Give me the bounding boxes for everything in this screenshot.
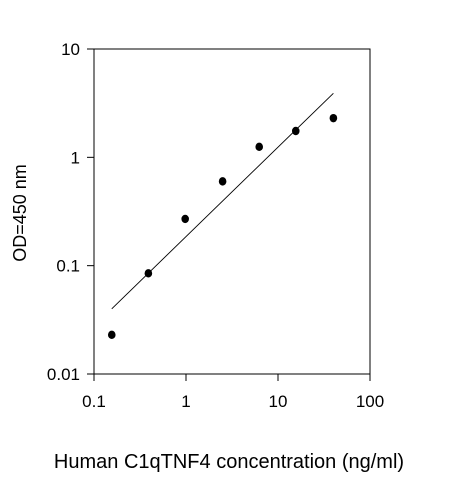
data-point	[291, 126, 300, 136]
x-tick-label: 10	[269, 392, 288, 411]
data-point	[329, 113, 338, 123]
x-axis-title: Human C1qTNF4 concentration (ng/ml)	[54, 451, 404, 473]
y-axis-title: OD=450 nm	[10, 164, 30, 262]
y-tick-label: 0.01	[47, 365, 80, 384]
y-tick-label: 10	[61, 40, 80, 59]
x-tick-label: 1	[181, 392, 190, 411]
plot-frame	[93, 48, 371, 375]
data-point	[218, 177, 227, 186]
y-tick-label: 1	[71, 148, 80, 167]
data-point	[107, 330, 116, 340]
y-tick-label: 0.1	[56, 257, 80, 276]
data-point	[181, 214, 189, 224]
x-tick-label: 0.1	[82, 392, 106, 411]
fit-line	[111, 92, 334, 310]
x-tick-label: 100	[356, 392, 384, 411]
data-point	[144, 269, 153, 278]
data-point	[255, 142, 264, 152]
